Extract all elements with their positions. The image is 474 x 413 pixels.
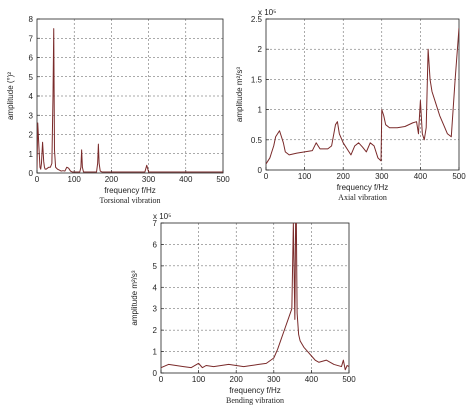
y-tick-label: 1	[258, 106, 263, 115]
x-tick-label: 500	[342, 375, 356, 384]
x-tick-label: 500	[216, 175, 230, 184]
y-tick-label: 4	[29, 92, 34, 101]
x-tick-label: 0	[264, 172, 269, 181]
x-tick-label: 200	[105, 175, 119, 184]
y-axis-label: amplitude m²/s³	[235, 67, 244, 122]
x-axis-label: frequency f/Hz	[337, 183, 389, 192]
axial-vibration-chart: 0 100 200 300 400 500 0 0.5 1 1.5 2 2.5x 10⁵ frequen…	[235, 8, 466, 202]
y-tick-label: 4	[153, 283, 158, 292]
bending-vibration-chart: 0 100 200 300 400 500 0 1 2 3 4 5 6 7x 10⁵ frequency f…	[130, 212, 356, 405]
torsional-vibration-chart: 0 100 200 300 400 500 0 1 2 3 4 5 6 7 8 frequency f/Hz a…	[6, 15, 230, 205]
y-axis-label: amplitude m²/s³	[130, 270, 139, 325]
y-tick-label: 1.5	[251, 75, 263, 84]
x-tick-label: 400	[305, 375, 319, 384]
y-tick-label: 0.5	[251, 136, 263, 145]
y-tick-label: 6	[153, 240, 158, 249]
x-tick-label: 500	[452, 172, 466, 181]
x-tick-label: 0	[159, 375, 164, 384]
axis-exponent: x 10⁵	[258, 8, 276, 17]
plot-frame	[160, 222, 350, 374]
y-tick-label: 0	[29, 169, 34, 178]
x-tick-label: 100	[298, 172, 312, 181]
y-tick-label: 5	[153, 262, 158, 271]
y-tick-label: 1	[29, 150, 34, 159]
x-tick-label: 400	[414, 172, 428, 181]
x-tick-label: 100	[192, 375, 206, 384]
x-tick-label: 300	[375, 172, 389, 181]
y-tick-label: 8	[29, 15, 34, 24]
y-tick-label: 2	[153, 326, 158, 335]
y-tick-label: 6	[29, 54, 34, 63]
x-tick-label: 300	[142, 175, 156, 184]
x-tick-label: 200	[337, 172, 351, 181]
series-line	[266, 28, 459, 165]
series-line	[37, 28, 223, 173]
plot-frame	[265, 18, 460, 171]
chart-caption: Axial vibration	[338, 193, 387, 202]
chart-caption: Torsional vibration	[100, 196, 161, 205]
y-axis-label: amplitude (°)²	[6, 72, 15, 120]
y-tick-label: 3	[29, 111, 34, 120]
y-tick-label: 7	[29, 34, 34, 43]
y-tick-label: 0	[258, 166, 263, 175]
series-line	[161, 223, 349, 371]
y-tick-label: 5	[29, 73, 34, 82]
x-tick-label: 200	[230, 375, 244, 384]
y-tick-label: 2	[29, 131, 34, 140]
x-tick-label: 400	[179, 175, 193, 184]
axis-exponent: x 10⁵	[153, 212, 171, 221]
x-tick-label: 100	[68, 175, 82, 184]
y-tick-label: 2	[258, 45, 263, 54]
x-axis-label: frequency f/Hz	[229, 386, 281, 395]
chart-caption: Bending vibration	[226, 396, 284, 405]
y-tick-label: 0	[153, 369, 158, 378]
x-axis-label: frequency f/Hz	[104, 186, 156, 195]
y-tick-label: 1	[153, 348, 158, 357]
x-tick-label: 0	[35, 175, 40, 184]
y-tick-label: 7	[153, 219, 158, 228]
y-tick-label: 3	[153, 305, 158, 314]
y-tick-label: 2.5	[251, 15, 263, 24]
x-tick-label: 300	[267, 375, 281, 384]
